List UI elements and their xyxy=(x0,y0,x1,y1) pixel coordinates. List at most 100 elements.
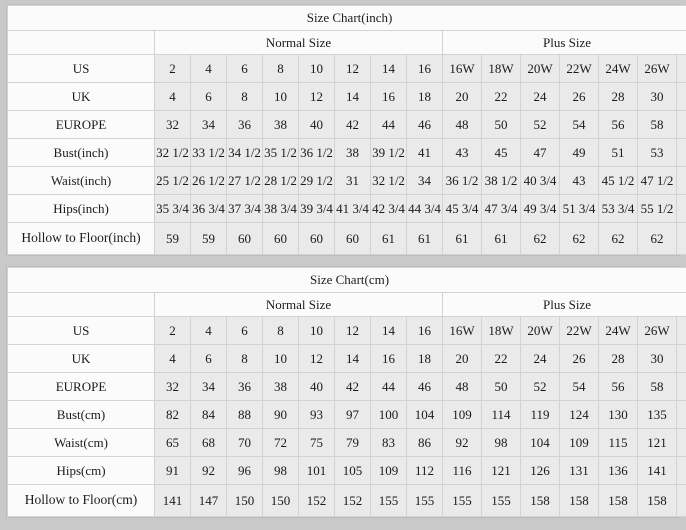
data-cell: 119 xyxy=(520,400,560,429)
data-cell: 35 3/4 xyxy=(154,194,191,223)
data-cell: 150 xyxy=(262,484,299,517)
data-cell: 43 xyxy=(442,138,482,167)
table-row: UK 4 6 8 10 12 14 16 18 20 22 24 26 28 30 xyxy=(7,344,686,373)
data-cell: 20W xyxy=(520,316,560,345)
data-cell: 2 xyxy=(154,54,191,83)
data-cell: 28 xyxy=(598,82,638,111)
data-cell: 14 xyxy=(334,344,371,373)
data-cell: 32 1/2 xyxy=(370,166,407,195)
data-cell: 12 xyxy=(298,82,335,111)
data-cell: 34 1/2 xyxy=(226,138,263,167)
data-cell: 8 xyxy=(226,82,263,111)
data-cell: 16W xyxy=(442,316,482,345)
table-row: EUROPE 32 34 36 38 40 42 44 46 48 50 52 54 56 58 xyxy=(7,372,686,401)
data-cell: 84 xyxy=(190,400,227,429)
data-cell: 35 1/2 xyxy=(262,138,299,167)
data-cell: 61 xyxy=(406,222,443,255)
data-cell: 40 xyxy=(298,110,335,139)
data-cell: 72 xyxy=(262,428,299,457)
data-cell: 6 xyxy=(190,82,227,111)
data-cell: 22W xyxy=(559,54,599,83)
data-cell: 98 xyxy=(481,428,521,457)
data-cell: 121 xyxy=(637,428,677,457)
data-cell: 48 xyxy=(442,110,482,139)
table-row: Hollow to Floor(cm) 141 147 150 150 152 152 155… xyxy=(7,484,686,517)
data-cell: 4 xyxy=(154,344,191,373)
data-cell: 24W xyxy=(598,54,638,83)
data-cell: 47 1/2 xyxy=(637,166,677,195)
data-cell: 38 3/4 xyxy=(262,194,299,223)
row-label: Waist(cm) xyxy=(7,428,155,457)
data-cell: 52 xyxy=(520,372,560,401)
size-table-inch: Size Chart(inch) Normal Size Plus Size US 2 4… xyxy=(6,5,686,255)
size-table-inch-body: Size Chart(inch) Normal Size Plus Size US 2 4… xyxy=(6,5,686,255)
trailing-spacer-cell xyxy=(675,82,686,111)
data-cell: 46 xyxy=(406,110,443,139)
group-header-blank xyxy=(7,292,155,317)
size-table-cm: Size Chart(cm) Normal Size Plus Size US 2 4 6 8… xyxy=(6,267,686,517)
data-cell: 62 xyxy=(559,222,599,255)
trailing-spacer-cell xyxy=(675,54,686,83)
trailing-spacer-cell xyxy=(675,110,686,139)
data-cell: 30 xyxy=(637,82,677,111)
data-cell: 50 xyxy=(481,110,521,139)
data-cell: 47 xyxy=(520,138,560,167)
data-cell: 68 xyxy=(190,428,227,457)
data-cell: 38 xyxy=(262,110,299,139)
data-cell: 16 xyxy=(406,316,443,345)
data-cell: 12 xyxy=(334,54,371,83)
data-cell: 2 xyxy=(154,316,191,345)
data-cell: 155 xyxy=(370,484,407,517)
data-cell: 34 xyxy=(190,372,227,401)
data-cell: 56 xyxy=(598,372,638,401)
data-cell: 75 xyxy=(298,428,335,457)
chart-title-row: Size Chart(cm) xyxy=(6,267,686,293)
data-cell: 41 3/4 xyxy=(334,194,371,223)
row-label: Waist(inch) xyxy=(7,166,155,195)
chart-title: Size Chart(inch) xyxy=(6,5,686,31)
row-label: UK xyxy=(7,344,155,373)
data-cell: 61 xyxy=(370,222,407,255)
data-cell: 14 xyxy=(370,54,407,83)
table-row: Waist(cm) 65 68 70 72 75 79 83 86 92 98 104 109 115 12… xyxy=(7,428,686,457)
data-cell: 12 xyxy=(298,344,335,373)
data-cell: 62 xyxy=(520,222,560,255)
row-label: UK xyxy=(7,82,155,111)
data-cell: 42 3/4 xyxy=(370,194,407,223)
data-cell: 4 xyxy=(154,82,191,111)
data-cell: 60 xyxy=(262,222,299,255)
data-cell: 98 xyxy=(262,456,299,485)
size-table-cm-body: Size Chart(cm) Normal Size Plus Size US 2 4 6 8… xyxy=(6,267,686,517)
row-label: EUROPE xyxy=(7,110,155,139)
data-cell: 39 3/4 xyxy=(298,194,335,223)
data-cell: 121 xyxy=(481,456,521,485)
size-chart-cm: Size Chart(cm) Normal Size Plus Size US 2 4 6 8… xyxy=(6,266,686,518)
data-cell: 45 3/4 xyxy=(442,194,482,223)
trailing-spacer-cell xyxy=(675,400,686,429)
row-label: EUROPE xyxy=(7,372,155,401)
data-cell: 56 xyxy=(598,110,638,139)
data-cell: 70 xyxy=(226,428,263,457)
data-cell: 50 xyxy=(481,372,521,401)
data-cell: 14 xyxy=(370,316,407,345)
data-cell: 41 xyxy=(406,138,443,167)
data-cell: 92 xyxy=(190,456,227,485)
data-cell: 54 xyxy=(559,372,599,401)
data-cell: 20 xyxy=(442,344,482,373)
data-cell: 54 xyxy=(559,110,599,139)
data-cell: 109 xyxy=(559,428,599,457)
table-row: UK 4 6 8 10 12 14 16 18 20 22 24 26 28 30 xyxy=(7,82,686,111)
data-cell: 82 xyxy=(154,400,191,429)
data-cell: 44 xyxy=(370,110,407,139)
group-header-normal-size: Normal Size xyxy=(154,30,443,55)
data-cell: 60 xyxy=(334,222,371,255)
trailing-spacer-cell xyxy=(675,166,686,195)
data-cell: 38 1/2 xyxy=(481,166,521,195)
data-cell: 131 xyxy=(559,456,599,485)
data-cell: 92 xyxy=(442,428,482,457)
data-cell: 18 xyxy=(406,344,443,373)
table-row: EUROPE 32 34 36 38 40 42 44 46 48 50 52 54 56 58 xyxy=(7,110,686,139)
data-cell: 91 xyxy=(154,456,191,485)
data-cell: 101 xyxy=(298,456,335,485)
